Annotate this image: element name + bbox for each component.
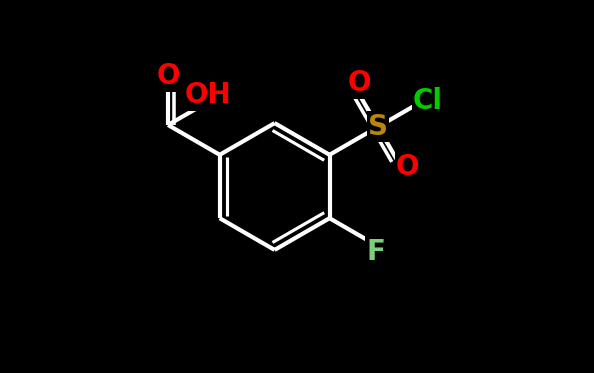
Text: O: O	[396, 153, 419, 181]
Text: F: F	[366, 238, 385, 266]
Text: O: O	[156, 62, 180, 91]
Text: Cl: Cl	[413, 87, 443, 115]
Text: O: O	[347, 69, 371, 97]
Text: S: S	[368, 113, 388, 141]
Text: OH: OH	[185, 81, 231, 109]
